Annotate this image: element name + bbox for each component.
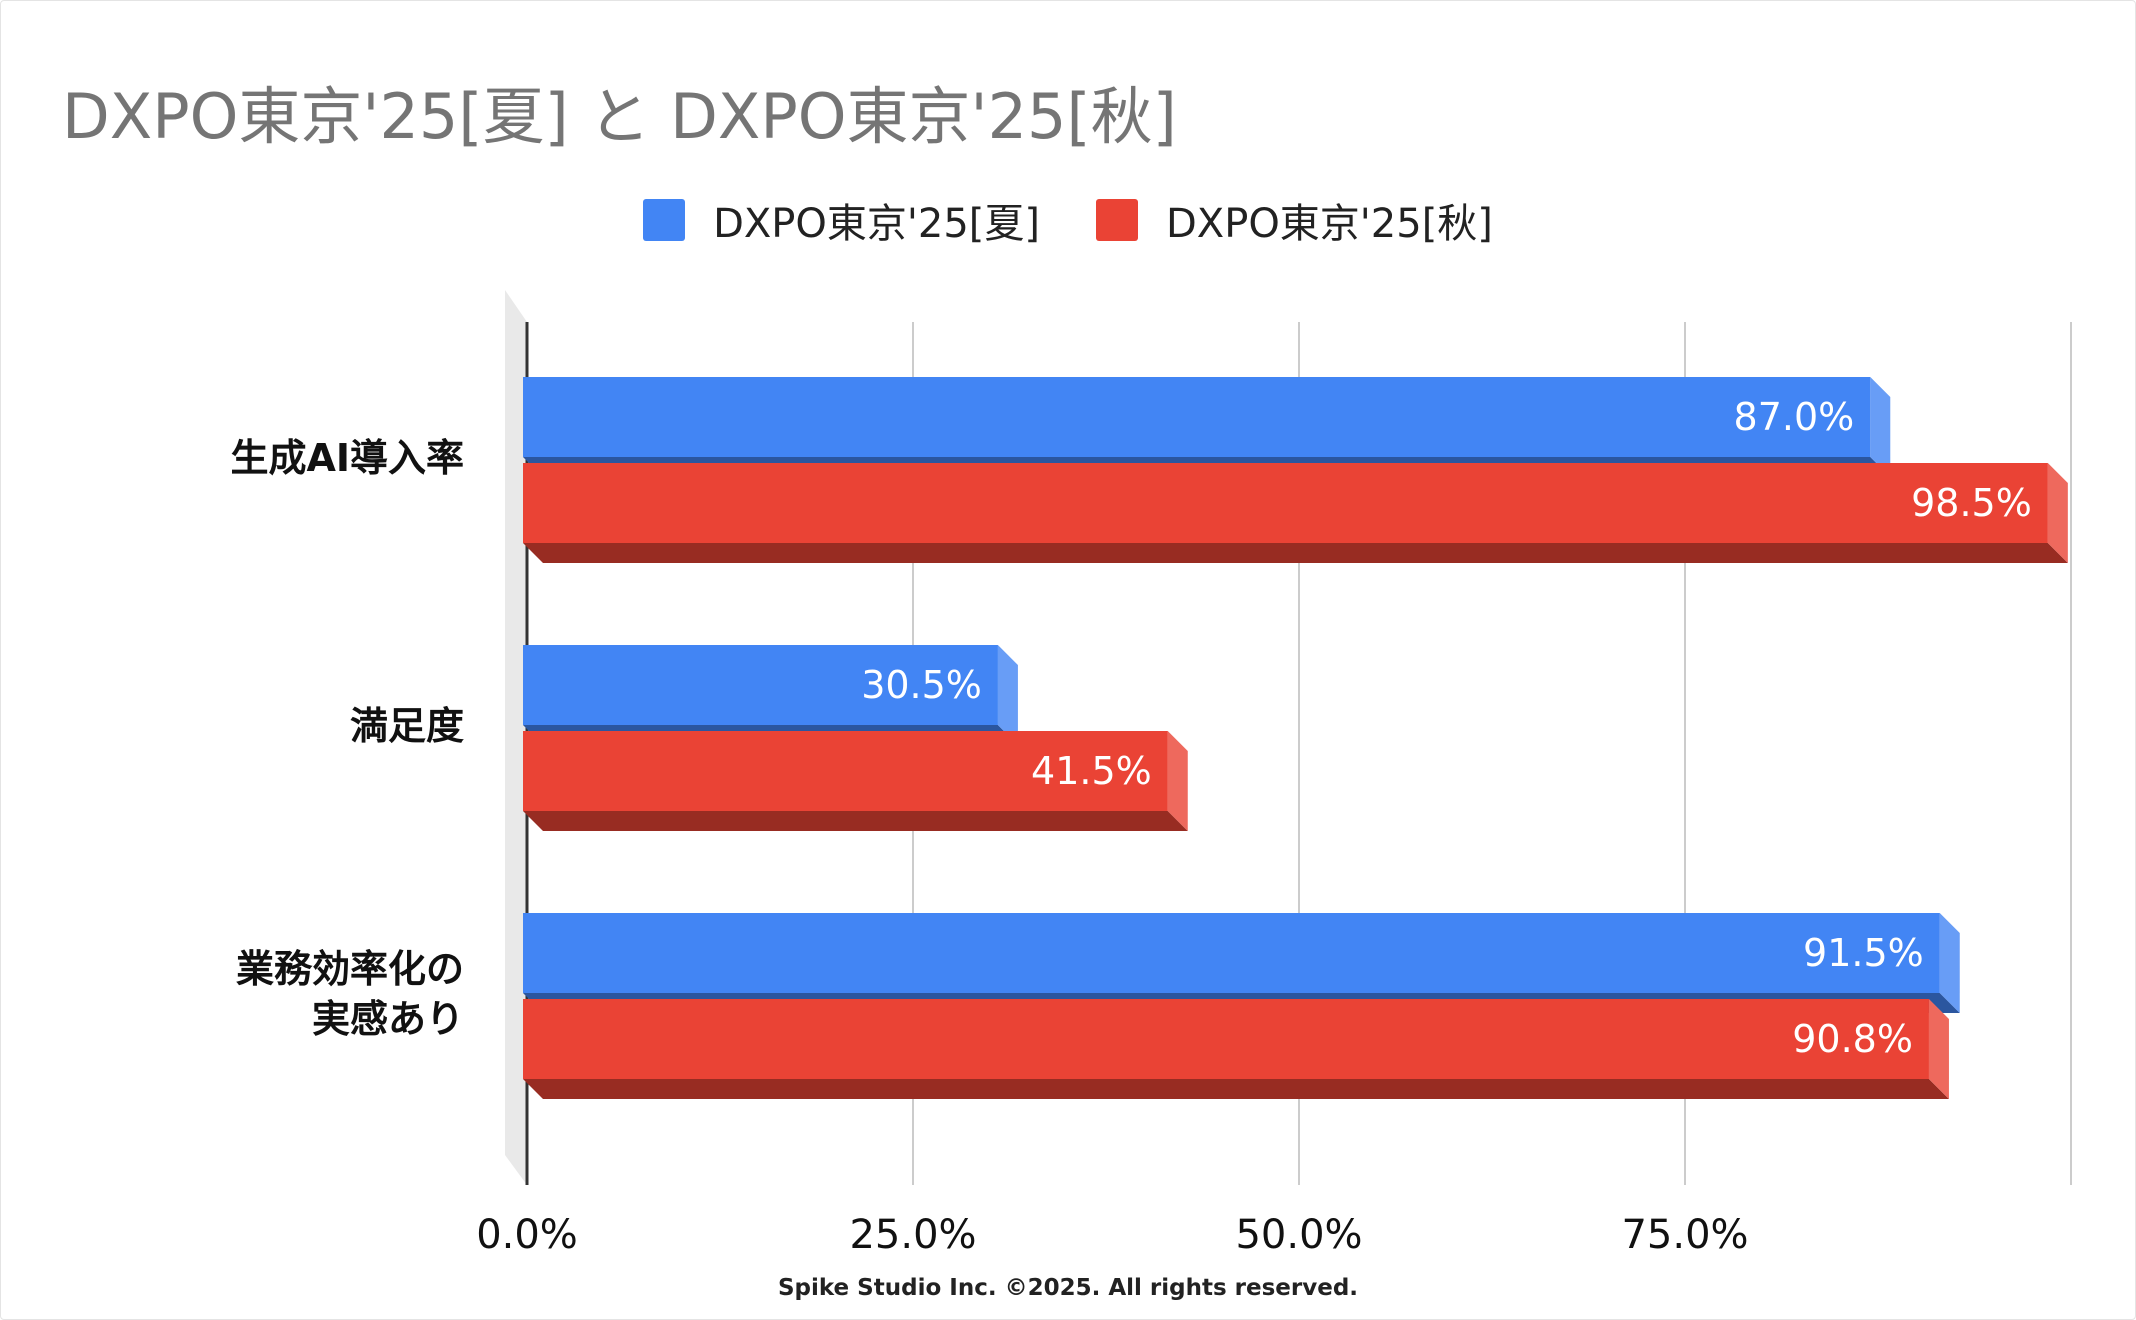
bar-bottom-face [523, 1079, 1949, 1099]
bar-end-face [1167, 731, 1188, 831]
bar [523, 645, 998, 725]
legend: DXPO東京'25[夏] DXPO東京'25[秋] [0, 195, 2136, 247]
bar-end-face [2047, 463, 2068, 563]
bar [523, 731, 1168, 811]
bar-end-face [997, 645, 1018, 745]
bar-end-face [1939, 913, 1960, 1013]
x-tick-label: 25.0% [849, 1212, 976, 1258]
legend-label-summer: DXPO東京'25[夏] [713, 201, 1040, 247]
legend-swatch-summer [643, 199, 686, 241]
x-tick-label: 75.0% [1621, 1212, 1748, 1258]
legend-item-autumn: DXPO東京'25[秋] [1096, 191, 1493, 249]
bar-value-label: 91.5% [1803, 931, 1924, 975]
legend-item-summer: DXPO東京'25[夏] [643, 191, 1040, 249]
bar-end-face [1928, 999, 1949, 1099]
category-label-satisfaction: 満足度 [349, 704, 464, 748]
chart-wall [505, 290, 527, 1185]
bar-value-label: 90.8% [1792, 1017, 1913, 1061]
legend-swatch-autumn [1096, 199, 1138, 241]
category-label-ai-adoption: 生成AI導入率 [230, 436, 464, 480]
bar-value-label: 30.5% [861, 663, 982, 707]
legend-label-autumn: DXPO東京'25[秋] [1166, 201, 1493, 247]
bar-value-label: 41.5% [1031, 749, 1152, 793]
bar [523, 377, 1871, 457]
bar-bottom-face [523, 811, 1188, 831]
bar-end-face [1870, 377, 1891, 477]
chart-title: DXPO東京'25[夏] と DXPO東京'25[秋] [62, 80, 1177, 153]
bar [523, 463, 2048, 543]
bar-value-label: 87.0% [1734, 395, 1855, 439]
bar-value-label: 98.5% [1911, 481, 2032, 525]
x-tick-label: 0.0% [476, 1212, 578, 1258]
bar [523, 913, 1940, 993]
category-label-efficiency: 業務効率化の 実感あり [235, 947, 464, 1041]
copyright-footer: Spike Studio Inc. ©2025. All rights rese… [777, 1275, 1359, 1301]
bar-bottom-face [523, 543, 2068, 563]
x-tick-label: 50.0% [1235, 1212, 1362, 1258]
bar [523, 999, 1929, 1079]
